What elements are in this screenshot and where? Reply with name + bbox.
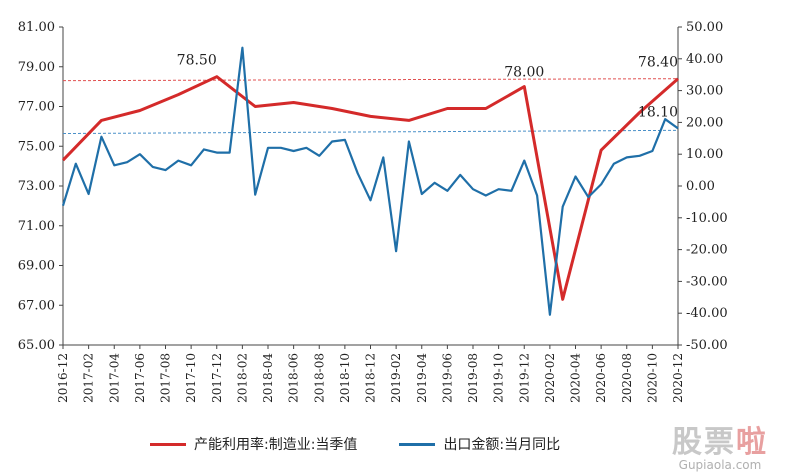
left-tick-label: 81.00 (18, 20, 55, 35)
left-tick-label: 75.00 (18, 139, 55, 154)
x-tick-label: 2020-12 (671, 353, 685, 403)
x-tick-label: 2018-02 (235, 353, 249, 403)
x-tick-label: 2017-10 (184, 353, 198, 403)
legend-item-export-yoy: 出口金额:当月同比 (399, 434, 560, 454)
right-tick-label: 20.00 (686, 115, 723, 130)
data-label: 78.00 (504, 65, 544, 81)
x-tick-label: 2019-06 (440, 353, 454, 403)
data-label: 78.50 (177, 53, 217, 69)
left-tick-label: 73.00 (18, 179, 55, 194)
data-label: 78.40 (638, 55, 678, 71)
right-tick-label: -40.00 (686, 306, 728, 321)
legend-label-capacity-utilization: 产能利用率:制造业:当季值 (194, 437, 358, 453)
left-tick-label: 77.00 (18, 100, 55, 115)
watermark-logo: 股票啦 Gupiaola.com (655, 425, 785, 473)
left-tick-label: 71.00 (18, 219, 55, 234)
capacity-utilization-line (61, 75, 679, 301)
watermark-url: Gupiaola.com (678, 458, 762, 472)
legend-swatch-red (150, 442, 186, 446)
x-tick-label: 2019-04 (415, 353, 429, 403)
left-tick-label: 65.00 (18, 338, 55, 353)
legend-item-capacity-utilization: 产能利用率:制造业:当季值 (150, 434, 357, 454)
export-reference-line (62, 129, 679, 135)
x-tick-label: 2016-12 (56, 353, 70, 403)
x-tick-label: 2020-02 (543, 353, 557, 403)
x-tick-label: 2018-08 (312, 353, 326, 403)
right-tick-label: 50.00 (686, 20, 723, 35)
x-tick-label: 2017-02 (82, 353, 96, 403)
x-tick-label: 2020-04 (569, 353, 583, 403)
x-tick-label: 2020-10 (645, 353, 659, 403)
export-yoy-line (61, 46, 679, 316)
x-tick-label: 2018-10 (338, 353, 352, 403)
x-tick-label: 2017-06 (133, 353, 147, 403)
right-tick-label: -50.00 (686, 338, 728, 353)
legend-swatch-blue (399, 442, 436, 446)
legend-label-export-yoy: 出口金额:当月同比 (443, 437, 561, 453)
left-tick-label: 79.00 (18, 60, 55, 75)
x-tick-label: 2018-06 (287, 353, 301, 403)
dual-axis-line-chart: 81.00 79.00 77.00 75.00 73.00 71.00 69.00 67.00… (18, 20, 728, 403)
right-tick-label: 10.00 (686, 147, 723, 162)
right-tick-label: 40.00 (686, 52, 723, 67)
x-tick-label: 2018-04 (261, 353, 275, 403)
left-tick-label: 69.00 (18, 259, 55, 274)
left-tick-label: 67.00 (18, 298, 55, 313)
x-tick-label: 2017-04 (107, 353, 121, 403)
right-tick-label: -30.00 (686, 274, 728, 289)
x-tick-label: 2019-02 (389, 353, 403, 403)
x-tick-label: 2019-12 (517, 353, 531, 403)
x-tick-label: 2020-08 (620, 353, 634, 403)
x-tick-label: 2019-10 (492, 353, 506, 403)
right-tick-label: 0.00 (686, 179, 715, 194)
legend: 产能利用率:制造业:当季值 出口金额:当月同比 (150, 432, 602, 456)
x-tick-label: 2020-06 (594, 353, 608, 403)
x-tick-label: 2017-12 (210, 353, 224, 403)
x-tick-label: 2019-08 (466, 353, 480, 403)
x-tick-label: 2017-08 (159, 353, 173, 403)
watermark-text: 股票 (672, 425, 736, 460)
right-tick-label: 30.00 (686, 84, 723, 99)
data-label: 18.10 (638, 104, 678, 120)
watermark-accent: 啦 (736, 425, 768, 460)
right-tick-label: -20.00 (686, 243, 728, 258)
capacity-reference-line (62, 78, 679, 82)
x-tick-label: 2018-12 (364, 353, 378, 403)
right-tick-label: -10.00 (686, 211, 728, 226)
